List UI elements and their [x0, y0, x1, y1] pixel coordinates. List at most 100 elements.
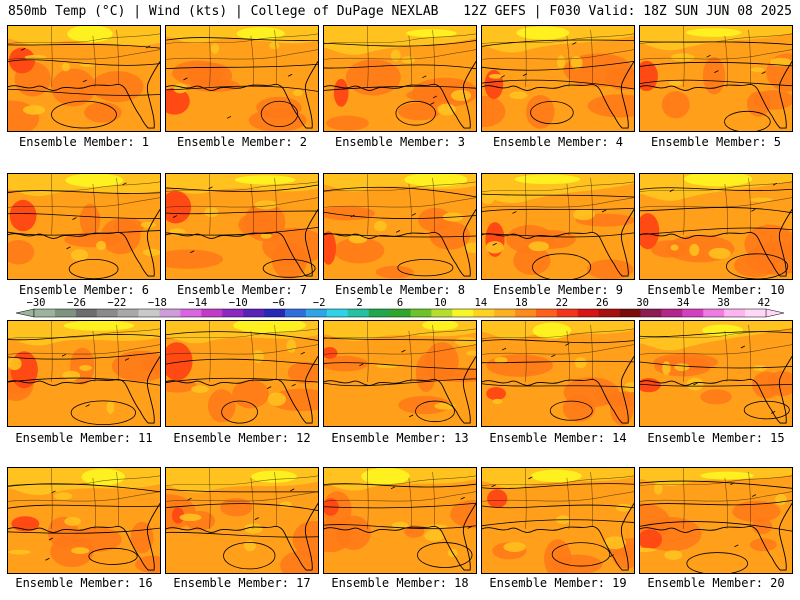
wind-barb [20, 48, 26, 51]
state-boundary [116, 324, 119, 380]
colorbar-tick-label: 6 [397, 297, 403, 309]
wind-barb [460, 496, 465, 500]
state-boundary [367, 174, 369, 235]
colorbar-tick-label: 10 [434, 297, 447, 309]
colorbar-swatch [159, 309, 181, 317]
ensemble-panel-5 [639, 25, 793, 132]
wind-barb [551, 354, 556, 358]
wind-barb [761, 71, 766, 75]
hot-region [487, 489, 508, 508]
cool-patch [204, 207, 219, 218]
state-boundary [432, 177, 435, 233]
warm-region [513, 246, 551, 275]
header-left: 850mb Temp (°C) | Wind (kts) | College o… [8, 4, 439, 19]
state-boundary [274, 471, 277, 527]
wind-barb [430, 102, 435, 105]
isotherm-contour [324, 232, 476, 238]
colorbar-swatch [473, 309, 495, 317]
wind-barb [61, 353, 67, 357]
coolest-region [700, 471, 754, 480]
colorbar-tick-label: −2 [313, 297, 326, 309]
ensemble-panel-16 [7, 467, 161, 574]
isotherm-contour [324, 483, 476, 488]
ensemble-member-label: Ensemble Member: 4 [492, 135, 624, 149]
state-boundary [590, 29, 593, 85]
ensemble-panel-20 [639, 467, 793, 574]
isotherm-loop [221, 400, 258, 424]
colorbar-swatch [640, 309, 662, 317]
state-boundary [482, 49, 634, 60]
cool-patch [64, 516, 81, 526]
warm-region [280, 550, 318, 573]
state-boundary [525, 321, 527, 382]
isotherm-contour [482, 383, 634, 388]
warm-region [661, 91, 690, 119]
state-boundary [51, 321, 53, 382]
isotherm-contour [166, 184, 318, 192]
wind-barb [266, 386, 272, 389]
ensemble-member-label: Ensemble Member: 18 [331, 576, 469, 590]
state-boundary [250, 35, 254, 87]
state-boundary [432, 29, 435, 85]
cool-patch [401, 56, 416, 64]
cool-patch [244, 523, 263, 534]
coolest-region [685, 28, 742, 37]
isotherm-loop [686, 552, 749, 573]
wind-barb [422, 75, 427, 79]
state-boundary [324, 181, 476, 192]
state-boundary [250, 330, 254, 382]
wind-barb [572, 42, 577, 45]
colorbar-tick-label: 26 [596, 297, 609, 309]
hot-region [640, 60, 658, 92]
cool-patch [267, 392, 286, 406]
wind-barb [122, 182, 127, 186]
isotherm-contour [640, 41, 792, 46]
state-boundary [640, 49, 792, 60]
warm-region [702, 56, 726, 95]
wind-barb [172, 215, 178, 218]
warm-region [397, 102, 441, 121]
isotherm-contour [324, 40, 476, 47]
cool-patch [769, 57, 792, 67]
coolest-region [81, 468, 126, 486]
colorbar-left-arrow [15, 308, 35, 318]
cool-patch [492, 398, 503, 405]
coolest-region [233, 321, 307, 334]
state-boundary [748, 29, 751, 85]
cool-patch [79, 364, 92, 371]
cool-patch [286, 339, 297, 353]
cool-patch [269, 41, 280, 50]
coolest-region [406, 29, 457, 38]
colorbar-swatch [326, 309, 349, 317]
warm-region [111, 350, 160, 382]
colorbar-swatch [264, 309, 286, 317]
cool-patch [503, 542, 526, 552]
temperature-map [324, 26, 476, 131]
isotherm-loop [743, 400, 790, 420]
cool-patch [466, 350, 476, 356]
cool-patch [557, 55, 565, 69]
wind-barb [409, 414, 414, 418]
cool-patch [454, 336, 476, 347]
wind-barb [291, 383, 296, 387]
wind-barb [730, 482, 735, 486]
state-boundary [209, 321, 211, 382]
warm-region [526, 94, 555, 129]
state-boundary [640, 197, 792, 208]
colorbar-tick-label: −22 [107, 297, 126, 309]
wind-barb [183, 77, 188, 81]
ensemble-panel-6 [7, 173, 161, 280]
state-boundary [8, 49, 160, 60]
wind-barb [66, 246, 71, 250]
state-boundary [324, 328, 476, 339]
wind-barb [145, 45, 151, 49]
state-boundary [274, 324, 277, 380]
isotherm-contour [640, 61, 792, 67]
coolest-region [251, 470, 298, 483]
state-boundary [51, 26, 53, 87]
colorbar-tick-label: −26 [67, 297, 86, 309]
state-boundary [408, 330, 412, 382]
cool-patch [54, 492, 73, 500]
coastline [640, 61, 792, 129]
colorbar-tick-label: −14 [188, 297, 207, 309]
